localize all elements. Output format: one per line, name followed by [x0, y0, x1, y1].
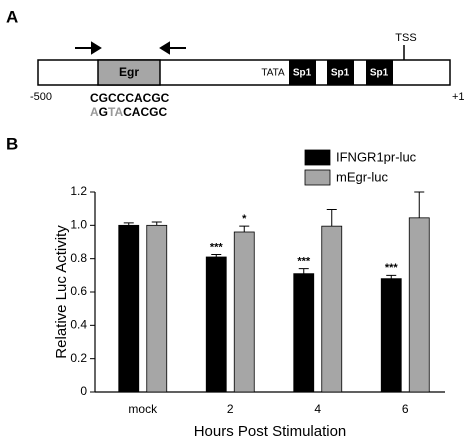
significance: *** [297, 256, 311, 268]
tss-label: TSS [395, 32, 416, 44]
start-label: -500 [30, 91, 52, 103]
y-tick-label: 0.4 [70, 318, 87, 332]
error-bar [239, 225, 250, 232]
sequence-segment: G [99, 105, 108, 119]
sequence-segment: TA [108, 105, 123, 119]
egr-site [97, 59, 161, 86]
y-tick-label: 0 [80, 384, 87, 398]
x-tick-label: 4 [314, 402, 321, 416]
error-bar [211, 254, 222, 257]
error-bar [414, 191, 425, 218]
legend-label: mEgr-luc [336, 169, 389, 184]
end-label: +1 [452, 91, 465, 103]
error-bar [123, 222, 134, 226]
bar [293, 273, 315, 393]
sequence-segment: CACGC [123, 105, 167, 119]
significance: * [242, 213, 247, 225]
error-bar [298, 268, 309, 274]
panel-label: A [6, 7, 18, 26]
y-tick-label: 0.2 [70, 351, 87, 365]
panel-label: B [6, 134, 18, 153]
error-bar [386, 274, 397, 279]
bar [146, 224, 168, 393]
sp1-site [327, 60, 354, 85]
sp1-label: Sp1 [293, 68, 312, 79]
bar [118, 224, 140, 393]
significance: *** [385, 262, 399, 274]
sp1-site [366, 60, 393, 85]
bar [233, 231, 255, 393]
bar [205, 256, 227, 393]
primer-arrows [75, 41, 186, 55]
sp1-label: Sp1 [331, 68, 350, 79]
y-tick-label: 0.8 [70, 251, 87, 265]
bar-chart: B 0 0.2 0.4 0.6 0.8 1.0 1.2 Relative Luc Activit… [6, 134, 445, 439]
y-tick-label: 1.0 [70, 218, 87, 232]
wt-sequence: CGCCCACGC [90, 91, 170, 105]
sp1-site [289, 60, 316, 85]
x-tick-label: 6 [402, 402, 409, 416]
bar [321, 225, 343, 393]
sequence-segment: A [90, 105, 99, 119]
egr-label: Egr [119, 65, 139, 79]
sp1-label: Sp1 [370, 68, 389, 79]
bar [408, 217, 430, 393]
significance: *** [210, 241, 224, 253]
bar [380, 278, 402, 393]
legend-swatch [304, 149, 331, 166]
x-axis-label: Hours Post Stimulation [194, 423, 347, 439]
x-tick-label: mock [128, 402, 158, 416]
error-bar [326, 209, 337, 227]
y-axis-label: Relative Luc Activity [53, 225, 70, 359]
x-tick-label: 2 [227, 402, 234, 416]
y-tick-label: 0.6 [70, 284, 87, 298]
error-bar [151, 221, 162, 226]
tata-label: TATA [261, 68, 285, 79]
legend-label: IFNGR1pr-luc [336, 149, 417, 164]
y-tick-label: 1.2 [70, 184, 87, 198]
mutant-sequence: AGTACACGC [90, 105, 167, 119]
legend-swatch [304, 169, 331, 186]
